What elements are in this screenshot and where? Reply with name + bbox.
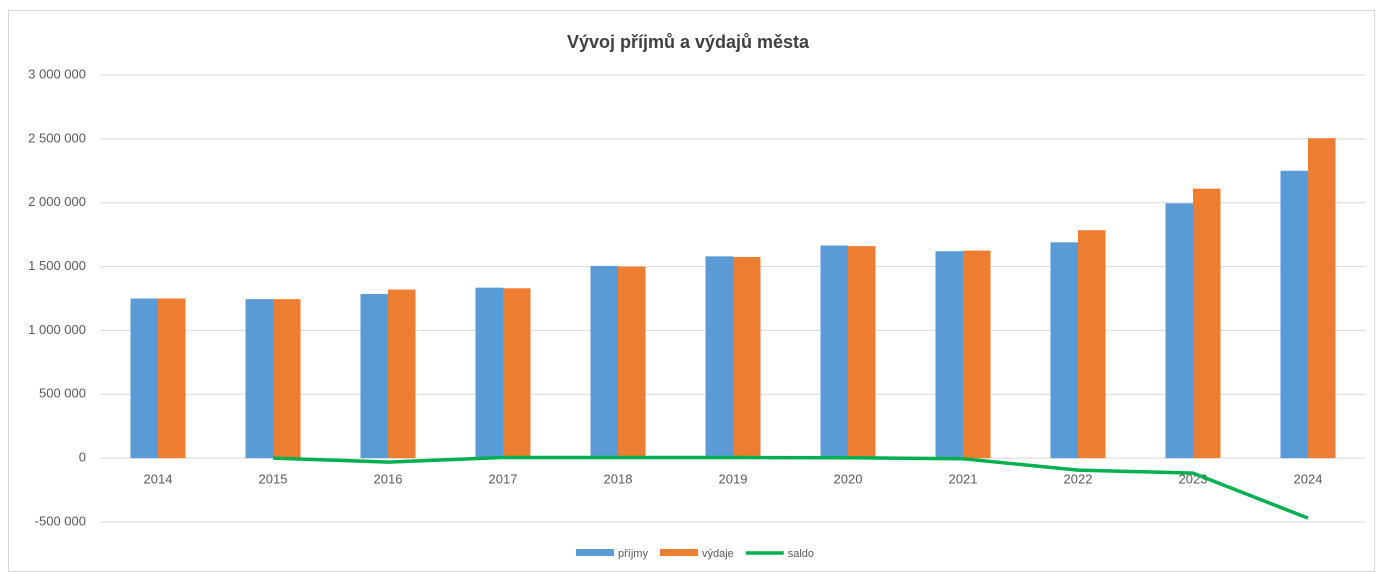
y-tick-label: 1 500 000 [28,258,86,273]
bar [618,266,646,459]
bar [848,246,876,459]
chart-frame [8,10,1375,572]
bar [590,265,618,459]
bar [1280,170,1308,459]
y-tick-label: 1 000 000 [28,322,86,337]
bar [158,298,186,459]
y-tick-label: 2 000 000 [28,194,86,209]
y-tick-label: 2 500 000 [28,130,86,145]
bar [130,298,158,459]
chart-title: Vývoj příjmů a výdajů města [567,32,810,52]
x-tick-label: 2022 [1064,471,1093,486]
line-series [272,455,1309,520]
bar [935,251,963,459]
bar [1193,188,1221,459]
y-tick-label: -500 000 [35,513,86,528]
y-tick-label: 0 [79,450,86,465]
legend-label: saldo [788,548,814,560]
y-tick-label: 500 000 [39,386,86,401]
x-tick-label: 2024 [1294,471,1323,486]
bar [245,299,273,459]
bar [705,256,733,459]
y-tick-label: 3 000 000 [28,66,86,81]
x-tick-label: 2019 [719,471,748,486]
legend-swatch [659,549,698,556]
bar [1308,138,1336,459]
bar [273,299,301,459]
bar [1050,242,1078,459]
bar [360,294,388,459]
x-tick-label: 2016 [374,471,403,486]
x-tick-label: 2021 [949,471,978,486]
legend-label: výdaje [702,548,734,560]
x-tick-label: 2017 [489,471,518,486]
bar [733,256,761,459]
legend-label: příjmy [618,548,648,560]
bar [963,250,991,459]
bar [1165,203,1193,459]
x-tick-label: 2020 [834,471,863,486]
bar [388,289,416,459]
bar [475,287,503,459]
x-tick-label: 2018 [604,471,633,486]
bar [503,288,531,459]
bar [820,245,848,459]
legend-swatch [576,549,614,556]
x-tick-label: 2015 [259,471,288,486]
bar [1078,230,1106,459]
x-tick-label: 2014 [144,471,173,486]
